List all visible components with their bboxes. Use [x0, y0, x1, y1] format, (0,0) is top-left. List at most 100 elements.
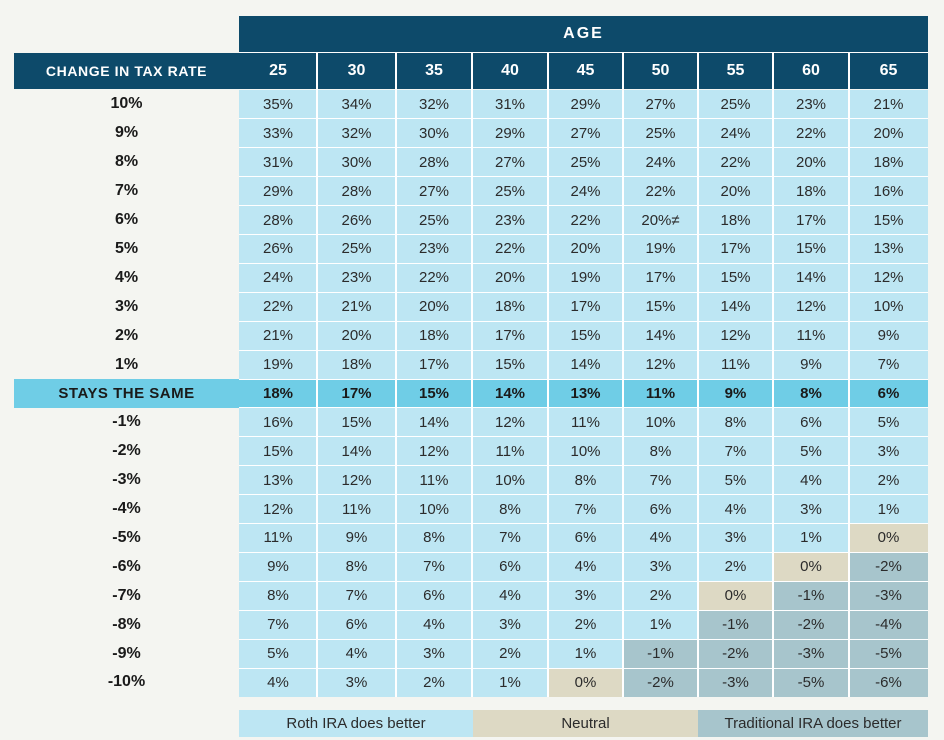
table-cell: 15%	[773, 234, 849, 264]
table-cell: 5%	[239, 639, 317, 668]
table-cell: 4%	[239, 668, 317, 697]
grid-line-vertical	[772, 53, 774, 697]
grid-line-vertical	[622, 53, 624, 697]
column-header-age: 55	[698, 53, 773, 89]
table-cell: 0%	[849, 523, 928, 553]
table-cell: 28%	[239, 205, 317, 235]
table-cell: 18%	[849, 147, 928, 177]
table-cell: 1%	[548, 639, 623, 668]
table-cell: 3%	[623, 552, 698, 582]
grid-line-horizontal	[239, 638, 928, 640]
row-label: -10%	[107, 673, 146, 691]
table-cell: 24%	[239, 263, 317, 293]
table-cell: 11%	[472, 436, 548, 466]
table-cell: 27%	[472, 147, 548, 177]
grid-line-horizontal	[239, 262, 928, 264]
table-cell: 5%	[773, 436, 849, 466]
table-cell: 3%	[317, 668, 396, 697]
table-cell: 12%	[849, 263, 928, 293]
table-cell: 16%	[849, 176, 928, 206]
table-cell: 7%	[623, 465, 698, 495]
table-cell: 4%	[317, 639, 396, 668]
table-cell: 17%	[548, 292, 623, 322]
column-header-age: 50	[623, 53, 698, 89]
table-cell: 17%	[317, 379, 396, 408]
grid-line-horizontal	[239, 523, 928, 524]
table-cell: 7%	[472, 523, 548, 553]
table-cell: 20%	[317, 321, 396, 351]
table-cell: 8%	[548, 465, 623, 495]
row-label: -5%	[112, 528, 141, 546]
table-cell: 23%	[472, 205, 548, 235]
table-cell: 17%	[472, 321, 548, 351]
table-cell: 9%	[849, 321, 928, 351]
table-cell: 6%	[317, 610, 396, 640]
table-cell: -3%	[773, 639, 849, 668]
column-header-age: 45	[548, 53, 623, 89]
table-cell: 29%	[472, 118, 548, 148]
table-cell: 15%	[472, 350, 548, 379]
column-header-age: 65	[849, 53, 928, 89]
table-cell: 15%	[317, 407, 396, 437]
table-cell: 6%	[472, 552, 548, 582]
table-cell: 22%	[698, 147, 773, 177]
table-cell: 25%	[396, 205, 472, 235]
row-label: -2%	[112, 442, 141, 460]
table-cell: 22%	[239, 292, 317, 322]
table-cell: 10%	[548, 436, 623, 466]
table-cell: 18%	[396, 321, 472, 351]
column-header-age: 25	[239, 53, 317, 89]
table-cell: -6%	[849, 668, 928, 697]
table-cell: 18%	[317, 350, 396, 379]
table-cell: 1%	[623, 610, 698, 640]
grid-line-horizontal	[239, 465, 928, 467]
legend-trad: Traditional IRA does better	[698, 710, 928, 737]
table-cell: 24%	[698, 118, 773, 148]
table-cell: 4%	[548, 552, 623, 582]
table-cell: 11%	[317, 494, 396, 524]
table-cell: 0%	[548, 668, 623, 697]
grid-line-vertical	[395, 53, 397, 697]
table-cell: 10%	[396, 494, 472, 524]
table-cell: 8%	[773, 379, 849, 408]
table-cell: 19%	[623, 234, 698, 264]
table-cell: -2%	[773, 610, 849, 640]
table-cell: 14%	[396, 407, 472, 437]
table-cell: 7%	[698, 436, 773, 466]
table-cell: 12%	[472, 407, 548, 437]
table-cell: 15%	[548, 321, 623, 351]
table-cell: 15%	[239, 436, 317, 466]
table-cell: 30%	[396, 118, 472, 148]
table-cell: 14%	[317, 436, 396, 466]
grid-line-horizontal	[239, 551, 928, 553]
row-label: 6%	[114, 211, 139, 229]
row-label: 9%	[114, 124, 139, 142]
table-cell: -1%	[698, 610, 773, 640]
grid-line-horizontal	[239, 349, 928, 351]
table-cell: 13%	[849, 234, 928, 264]
table-cell: -5%	[849, 639, 928, 668]
table-cell: 6%	[548, 523, 623, 553]
table-cell: 17%	[623, 263, 698, 293]
table-cell: 11%	[623, 379, 698, 408]
table-cell: 19%	[239, 350, 317, 379]
table-cell: 14%	[773, 263, 849, 293]
table-cell: 26%	[317, 205, 396, 235]
table-cell: 29%	[548, 90, 623, 119]
table-cell: 24%	[623, 147, 698, 177]
grid-line-horizontal	[239, 667, 928, 669]
row-label: -4%	[112, 500, 141, 518]
table-cell: 12%	[317, 465, 396, 495]
grid-line-vertical	[848, 53, 850, 697]
table-cell: 15%	[623, 292, 698, 322]
table-cell: 16%	[239, 407, 317, 437]
table-cell: 19%	[548, 263, 623, 293]
table-cell: 20%	[849, 118, 928, 148]
table-cell: 12%	[773, 292, 849, 322]
table-cell: 23%	[773, 90, 849, 119]
table-cell: 25%	[317, 234, 396, 264]
table-cell: 33%	[239, 118, 317, 148]
age-group-header: AGE	[239, 16, 928, 52]
grid-line-vertical	[697, 53, 699, 697]
table-cell: 25%	[548, 147, 623, 177]
